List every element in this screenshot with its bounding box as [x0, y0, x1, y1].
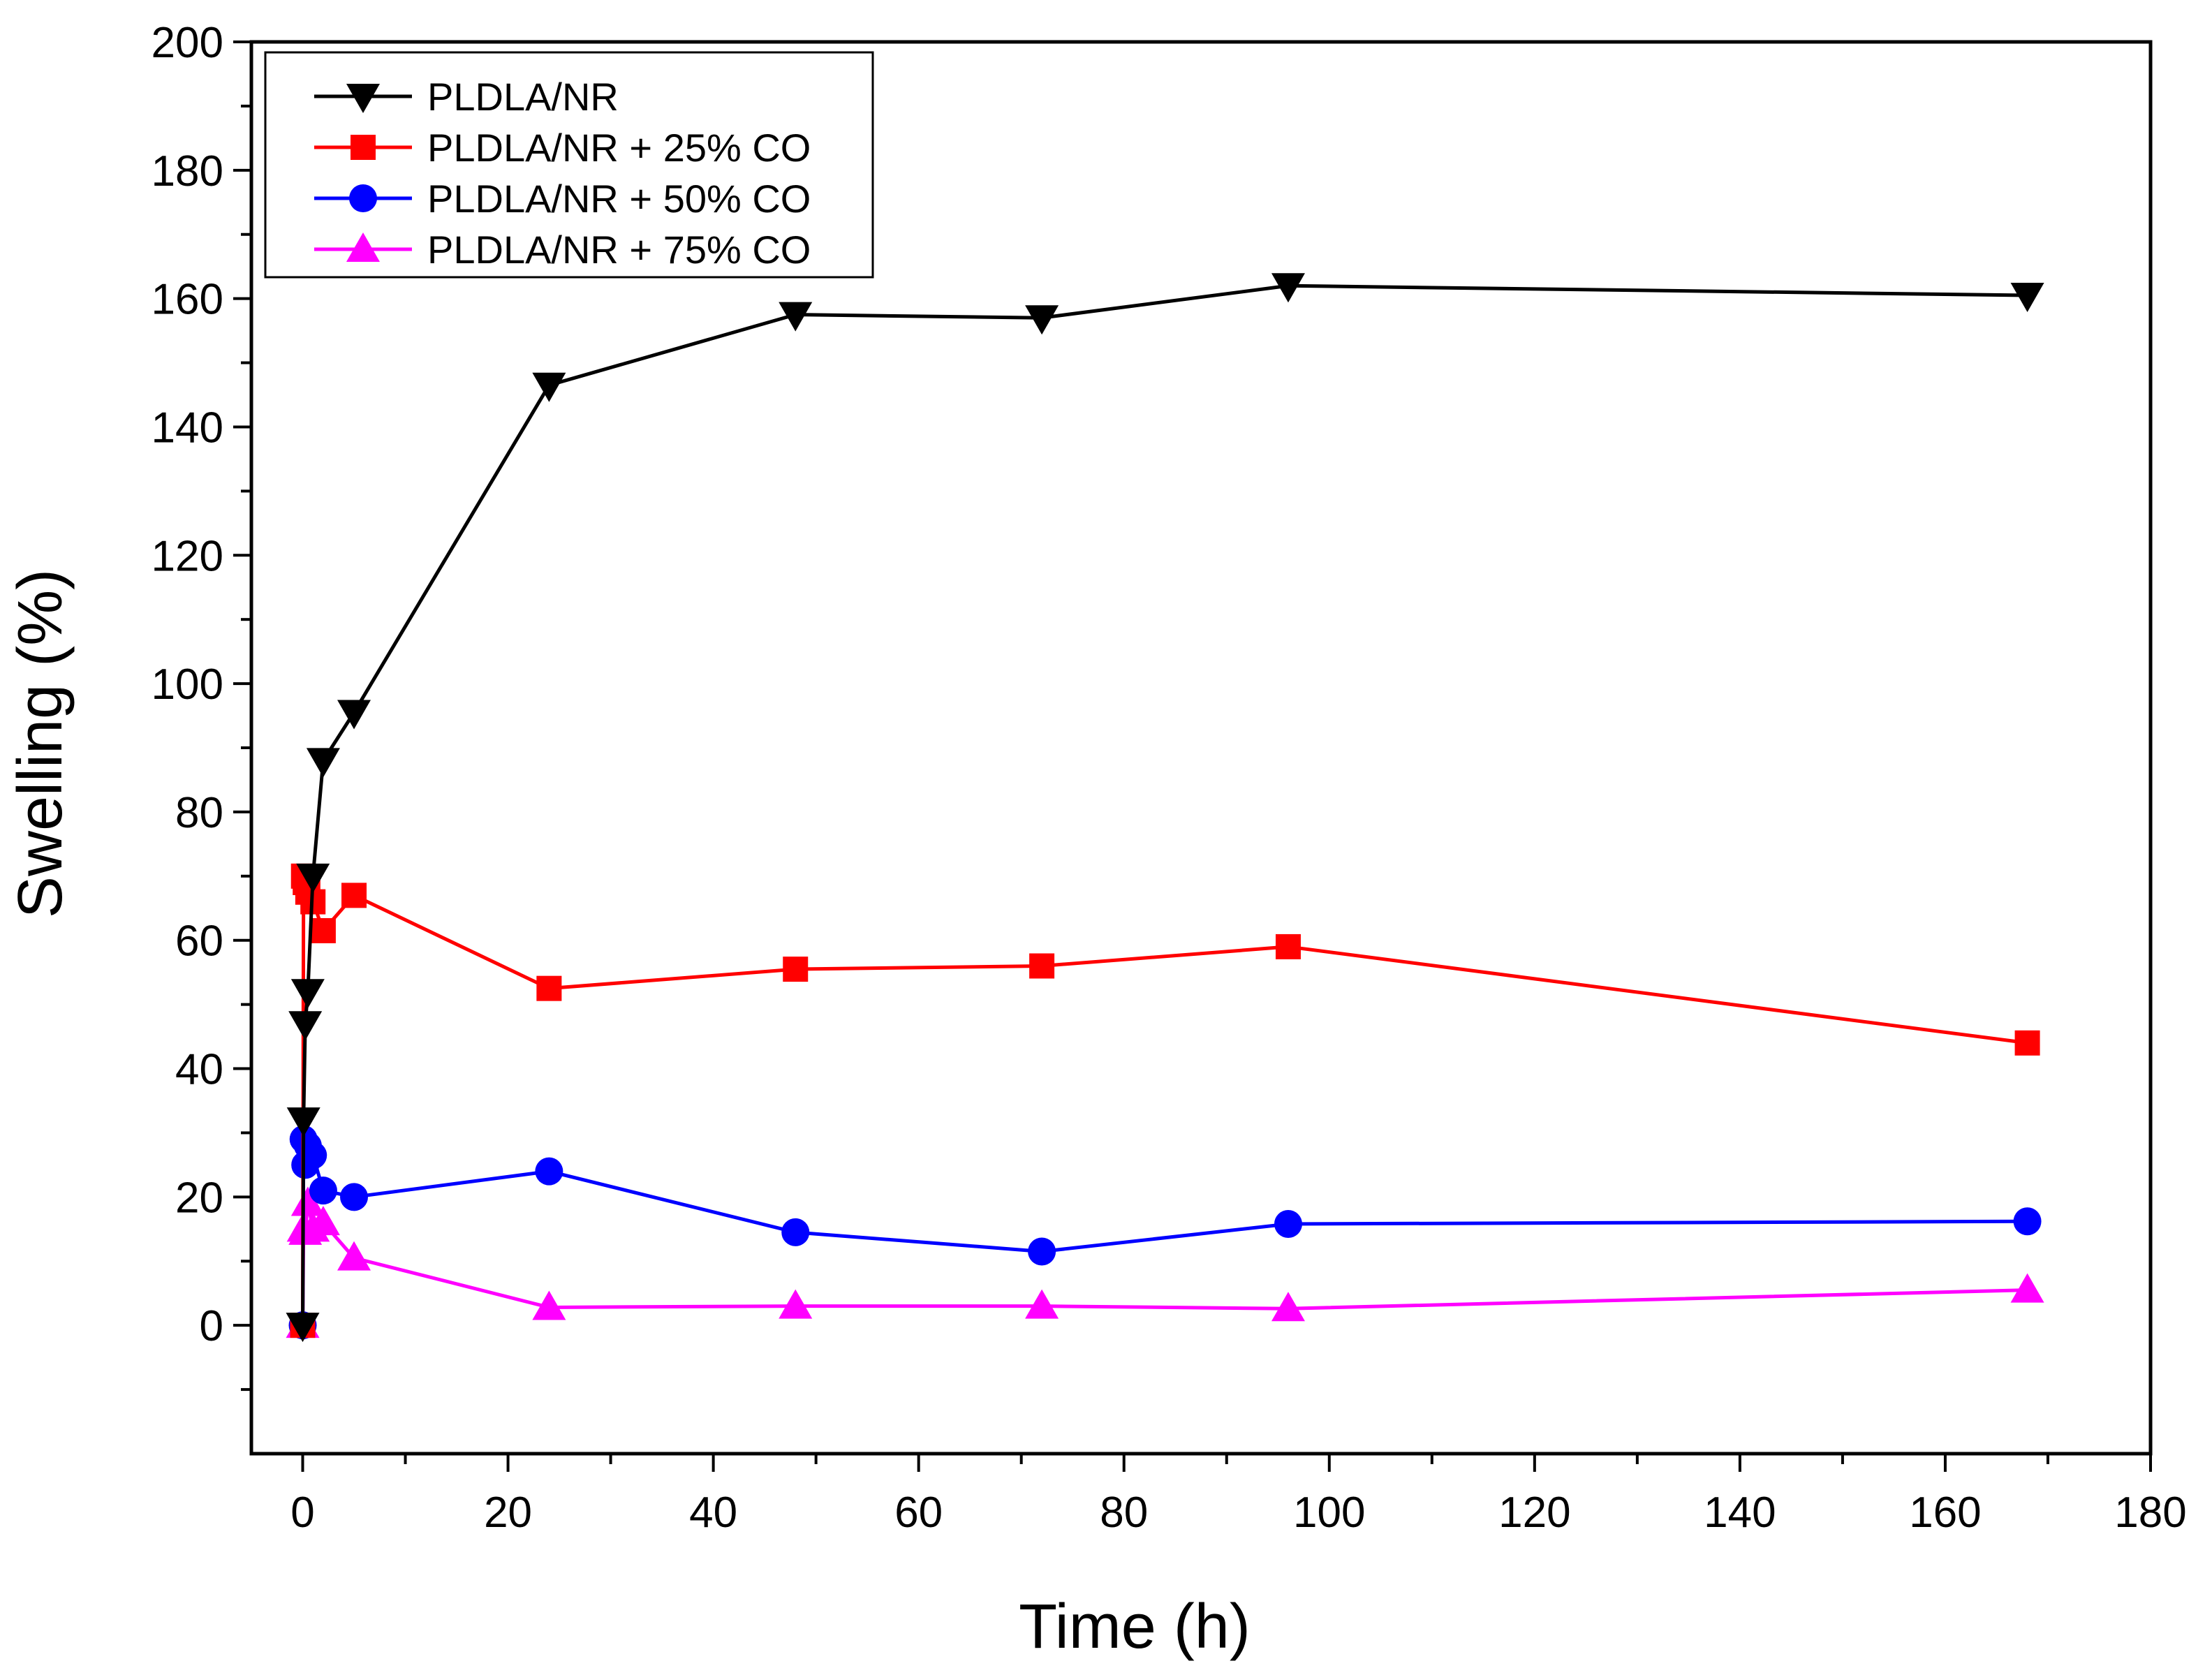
- data-point: [306, 748, 340, 778]
- legend-entry-4: PLDLA/NR + 75% CO: [314, 228, 811, 272]
- x-tick-label: 140: [1704, 1489, 1776, 1537]
- x-tick-label: 0: [290, 1489, 314, 1537]
- y-tick-label: 120: [152, 532, 223, 580]
- data-point: [1029, 953, 1055, 979]
- x-tick-label: 180: [2114, 1489, 2186, 1537]
- data-point: [2013, 1207, 2042, 1236]
- x-tick-label: 80: [1100, 1489, 1148, 1537]
- x-tick-label: 20: [484, 1489, 532, 1537]
- y-axis-title: Swelling (%): [6, 569, 75, 918]
- data-point: [340, 1183, 369, 1211]
- data-point: [2014, 1030, 2040, 1056]
- data-point: [1271, 273, 1305, 303]
- data-point: [337, 700, 371, 730]
- legend-label: PLDLA/NR: [427, 75, 619, 119]
- data-point: [1025, 1289, 1059, 1319]
- data-point: [290, 979, 325, 1009]
- data-point: [290, 1186, 325, 1216]
- data-point: [781, 1218, 810, 1246]
- data-point: [536, 975, 562, 1001]
- data-point: [532, 372, 566, 402]
- legend-entry-3: PLDLA/NR + 50% CO: [314, 177, 811, 221]
- y-tick-label: 200: [152, 19, 223, 67]
- data-point: [2010, 283, 2044, 313]
- data-point: [288, 1011, 323, 1041]
- data-point: [286, 1107, 320, 1137]
- axis-ticks: [233, 40, 2152, 1472]
- legend: PLDLA/NR PLDLA/NR + 25% CO PLDLA/NR + 50% …: [264, 51, 874, 279]
- data-point: [296, 863, 330, 893]
- legend-marker: [346, 84, 380, 113]
- series-line: [301, 874, 2028, 1326]
- series-1: [286, 273, 2044, 1343]
- y-tick-label: 40: [175, 1046, 223, 1094]
- y-tick-labels: 0 20 40 60 80 100 120 140 160 180 200: [152, 19, 223, 1350]
- data-point: [779, 1289, 813, 1319]
- series-2: [290, 863, 2040, 1338]
- data-point: [306, 1206, 340, 1236]
- y-tick-label: 140: [152, 404, 223, 452]
- data-point: [310, 917, 336, 943]
- data-point: [535, 1157, 563, 1186]
- x-tick-label: 160: [1909, 1489, 1981, 1537]
- legend-marker: [351, 135, 376, 160]
- data-point: [1275, 934, 1301, 959]
- x-tick-labels: 0 20 40 60 80 100 120 140 160 180: [290, 1489, 2186, 1537]
- data-point: [337, 1241, 371, 1271]
- data-point: [2010, 1273, 2044, 1303]
- data-point: [1274, 1209, 1302, 1238]
- legend-label: PLDLA/NR + 75% CO: [427, 228, 811, 272]
- data-point: [532, 1290, 566, 1320]
- data-point: [309, 1176, 337, 1205]
- data-point: [783, 957, 809, 982]
- y-tick-label: 160: [152, 276, 223, 324]
- x-tick-label: 100: [1293, 1489, 1365, 1537]
- y-tick-label: 100: [152, 661, 223, 709]
- legend-entry-2: PLDLA/NR + 25% CO: [314, 126, 811, 170]
- legend-marker: [346, 233, 380, 262]
- legend-label: PLDLA/NR + 25% CO: [427, 126, 811, 170]
- y-tick-label: 0: [200, 1302, 223, 1350]
- data-point: [779, 302, 813, 332]
- data-point: [341, 883, 367, 908]
- data-point: [1028, 1237, 1056, 1266]
- data-point: [1271, 1292, 1305, 1322]
- data-point: [299, 1141, 327, 1169]
- x-tick-label: 40: [689, 1489, 737, 1537]
- data-point: [1025, 305, 1059, 335]
- legend-marker: [349, 184, 377, 212]
- y-tick-label: 80: [175, 789, 223, 837]
- y-tick-label: 60: [175, 917, 223, 966]
- series-layer: [286, 273, 2044, 1343]
- x-tick-label: 120: [1498, 1489, 1570, 1537]
- x-axis-title: Time (h): [1019, 1592, 1251, 1662]
- series-4: [286, 1186, 2044, 1338]
- legend-label: PLDLA/NR + 50% CO: [427, 177, 811, 221]
- y-tick-label: 180: [152, 147, 223, 195]
- data-point: [286, 1313, 320, 1343]
- legend-entry-1: PLDLA/NR: [314, 75, 619, 119]
- y-tick-label: 20: [175, 1174, 223, 1222]
- x-tick-label: 60: [894, 1489, 943, 1537]
